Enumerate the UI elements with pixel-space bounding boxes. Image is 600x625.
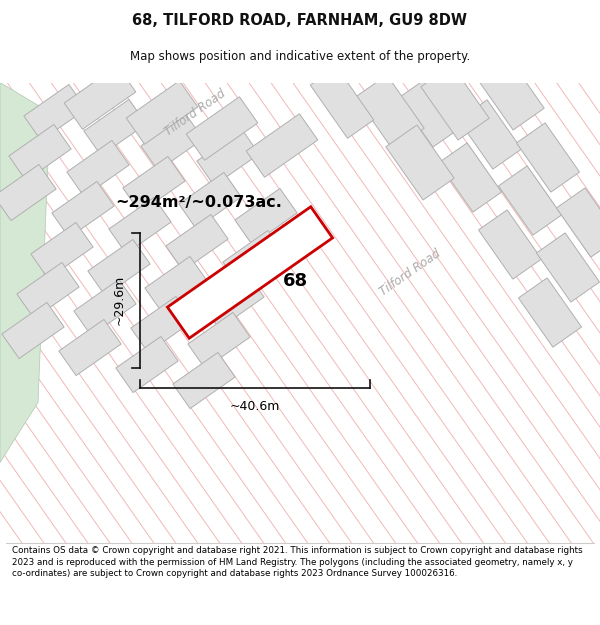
Polygon shape	[246, 114, 318, 178]
Polygon shape	[517, 123, 580, 192]
Polygon shape	[141, 114, 203, 171]
Polygon shape	[235, 189, 297, 244]
Text: Contains OS data © Crown copyright and database right 2021. This information is : Contains OS data © Crown copyright and d…	[12, 546, 583, 578]
Polygon shape	[2, 302, 64, 359]
Polygon shape	[0, 164, 56, 221]
Polygon shape	[478, 210, 542, 279]
Polygon shape	[126, 81, 198, 144]
Text: Tilford Road: Tilford Road	[377, 247, 443, 298]
Text: ~40.6m: ~40.6m	[230, 399, 280, 412]
Text: Tilford Road: Tilford Road	[162, 87, 228, 138]
Polygon shape	[398, 78, 461, 147]
Polygon shape	[518, 278, 581, 347]
Polygon shape	[131, 296, 193, 352]
Polygon shape	[188, 312, 250, 369]
Polygon shape	[59, 319, 121, 376]
Polygon shape	[88, 239, 150, 296]
Polygon shape	[64, 66, 136, 129]
Polygon shape	[24, 84, 86, 141]
Polygon shape	[173, 352, 235, 409]
Polygon shape	[197, 129, 259, 186]
Polygon shape	[167, 207, 332, 338]
Polygon shape	[421, 65, 489, 140]
Polygon shape	[123, 156, 185, 212]
Polygon shape	[476, 55, 544, 130]
Polygon shape	[536, 233, 599, 302]
Polygon shape	[556, 188, 600, 257]
Text: 68: 68	[283, 271, 308, 289]
Polygon shape	[0, 82, 50, 462]
Polygon shape	[145, 256, 207, 312]
Polygon shape	[202, 272, 264, 329]
Polygon shape	[458, 100, 521, 169]
Polygon shape	[9, 124, 71, 181]
Polygon shape	[109, 198, 171, 254]
Polygon shape	[186, 97, 258, 160]
Polygon shape	[74, 279, 136, 336]
Polygon shape	[310, 67, 374, 138]
Polygon shape	[31, 222, 93, 279]
Polygon shape	[499, 166, 562, 235]
Polygon shape	[439, 143, 502, 212]
Polygon shape	[386, 125, 454, 200]
Polygon shape	[17, 262, 79, 319]
Polygon shape	[223, 231, 285, 286]
Polygon shape	[166, 214, 228, 271]
Polygon shape	[67, 141, 129, 196]
Text: ~294m²/~0.073ac.: ~294m²/~0.073ac.	[115, 195, 282, 210]
Text: Map shows position and indicative extent of the property.: Map shows position and indicative extent…	[130, 49, 470, 62]
Text: 68, TILFORD ROAD, FARNHAM, GU9 8DW: 68, TILFORD ROAD, FARNHAM, GU9 8DW	[133, 13, 467, 28]
Polygon shape	[356, 75, 424, 150]
Polygon shape	[179, 173, 241, 229]
Polygon shape	[116, 336, 178, 392]
Polygon shape	[52, 181, 114, 238]
Polygon shape	[84, 99, 146, 156]
Text: ~29.6m: ~29.6m	[113, 275, 126, 325]
